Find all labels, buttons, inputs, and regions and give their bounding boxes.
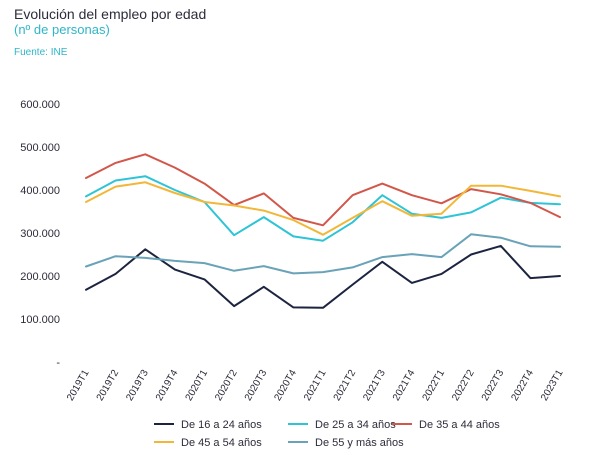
- series-line-5: [85, 233, 561, 275]
- y-tick-label: -: [56, 357, 60, 369]
- chart-source: Fuente: INE: [14, 47, 68, 58]
- legend-label: De 35 a 44 años: [419, 419, 500, 431]
- y-tick-label: 500.000: [20, 142, 60, 154]
- x-tick-label: 2019T2: [95, 368, 122, 403]
- x-tick-label: 2021T2: [332, 368, 359, 403]
- x-tick-label: 2022T1: [421, 368, 448, 403]
- y-tick-label: 400.000: [20, 185, 60, 197]
- x-tick-label: 2022T2: [450, 368, 477, 403]
- x-tick-label: 2020T1: [184, 368, 211, 403]
- legend-label: De 25 a 34 años: [315, 419, 396, 431]
- x-tick-label: 2020T2: [213, 368, 240, 403]
- x-tick-label: 2019T1: [65, 368, 92, 403]
- y-tick-label: 300.000: [20, 228, 60, 240]
- y-tick-label: 100.000: [20, 314, 60, 326]
- series-line-1: [85, 244, 561, 309]
- y-axis: - 100.000 200.000 300.000 400.000 500.000 600.…: [20, 99, 60, 369]
- x-tick-label: 2021T4: [391, 368, 418, 403]
- series-line-4: [85, 181, 561, 236]
- x-tick-label: 2019T4: [154, 368, 181, 403]
- legend: De 16 a 24 años De 25 a 34 años De 35 a 44…: [154, 419, 500, 449]
- chart-title: Evolución del empleo por edad: [14, 6, 207, 22]
- y-tick-label: 600.000: [20, 99, 60, 111]
- y-tick-label: 200.000: [20, 271, 60, 283]
- x-tick-label: 2020T3: [243, 368, 270, 403]
- series-line-2: [85, 175, 561, 242]
- x-tick-label: 2021T3: [361, 368, 388, 403]
- x-tick-label: 2022T3: [480, 368, 507, 403]
- x-axis: 2019T1 2019T2 2019T3 2019T4 2020T1 2020T2 2020…: [65, 368, 566, 403]
- series-line-3: [85, 153, 561, 227]
- x-tick-label: 2022T4: [509, 368, 536, 403]
- legend-label: De 45 a 54 años: [181, 437, 262, 449]
- chart-subtitle: (nº de personas): [14, 22, 110, 37]
- series-lines: [85, 153, 561, 309]
- x-tick-label: 2023T1: [539, 368, 566, 403]
- x-tick-label: 2020T4: [272, 368, 299, 403]
- x-tick-label: 2019T3: [124, 368, 151, 403]
- legend-label: De 16 a 24 años: [181, 419, 262, 431]
- x-tick-label: 2021T1: [302, 368, 329, 403]
- legend-label: De 55 y más años: [315, 437, 404, 449]
